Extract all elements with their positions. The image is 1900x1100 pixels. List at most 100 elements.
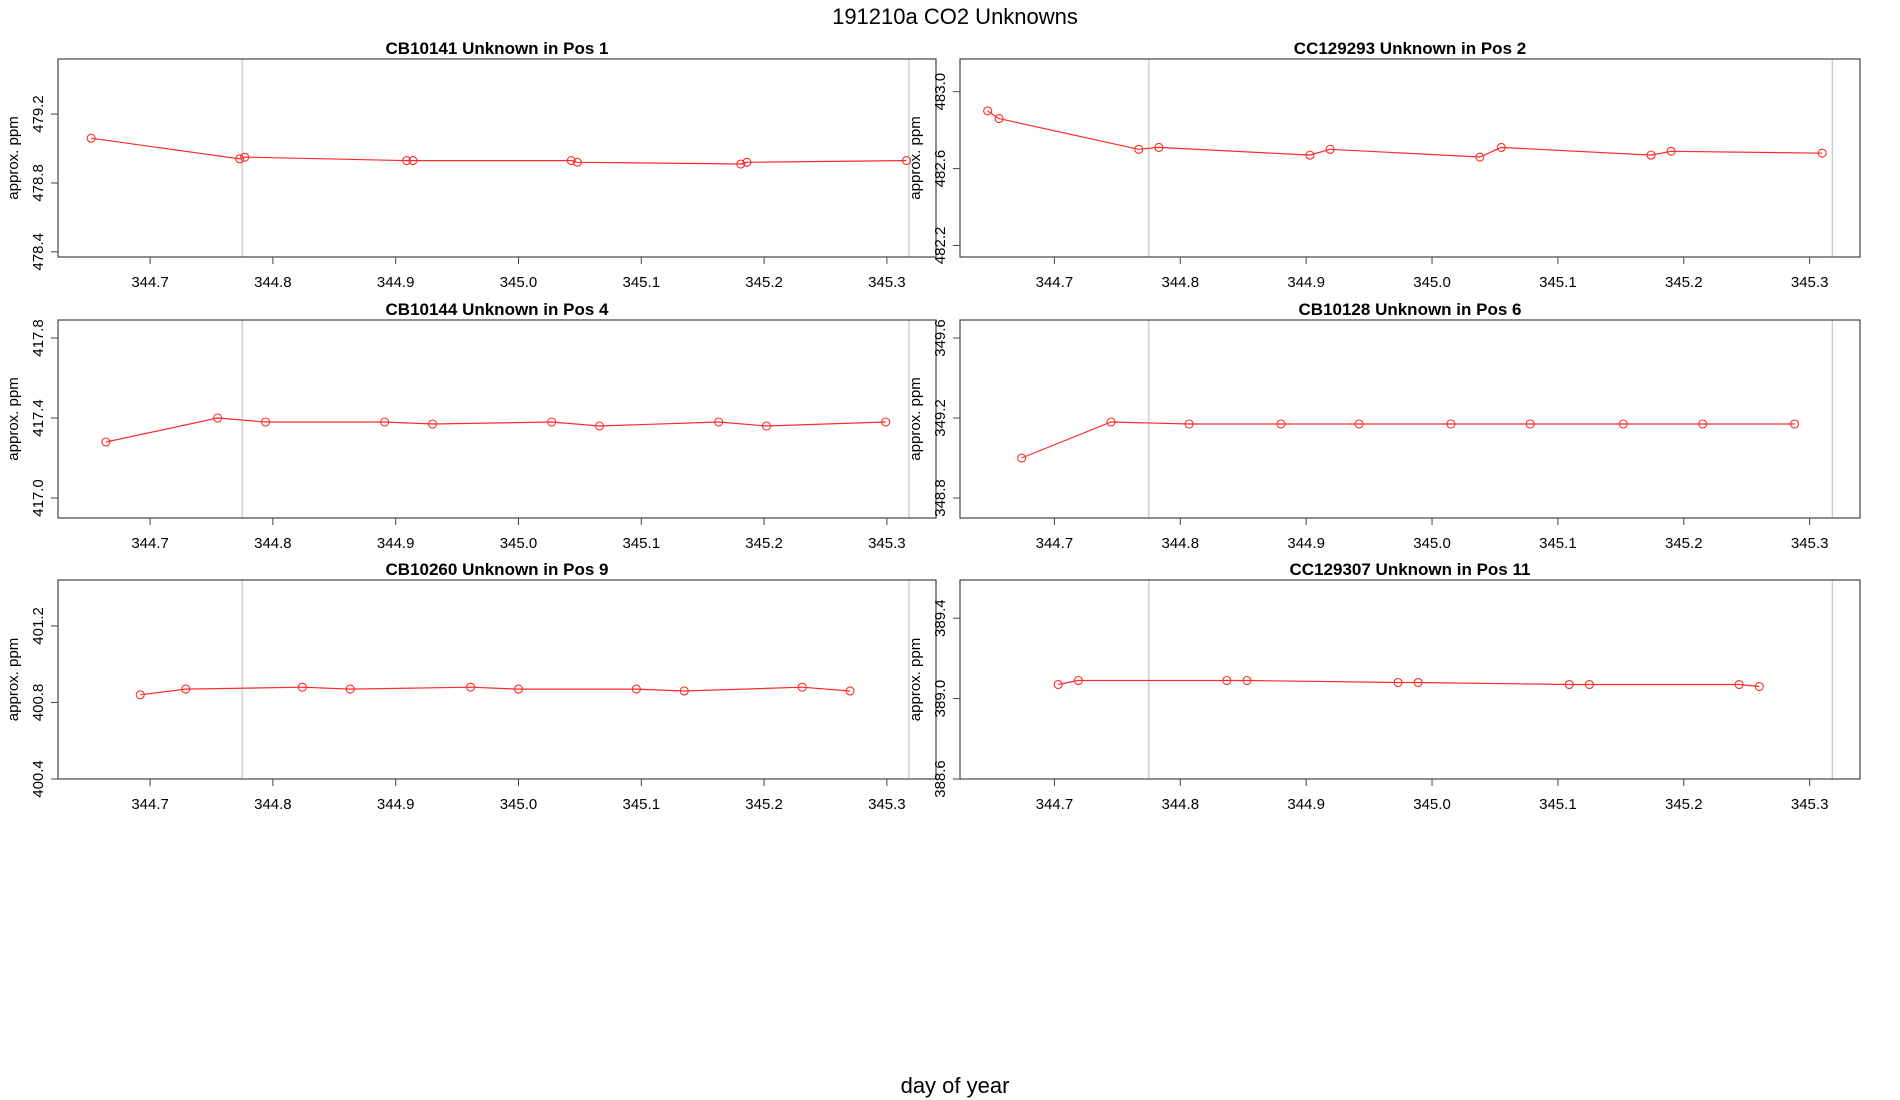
data-point [1134,144,1144,154]
y-tick-label: 478.8 [30,164,47,202]
y-tick-label: 389.4 [932,599,949,637]
data-point [101,437,111,447]
y-axis-label: approx. ppm [907,638,924,721]
x-tick-label: 344.8 [254,535,292,552]
x-tick-label: 344.8 [1162,796,1200,813]
data-point [380,417,390,427]
panel-5: CB10260 Unknown in Pos 9 approx. ppm 344.7… [5,560,937,813]
data-point [402,156,412,166]
data-point [594,421,605,431]
plot-frame [959,58,1861,258]
y-tick-label: 400.4 [30,760,47,798]
x-tick-label: 345.1 [1539,274,1577,291]
panel-4: CB10128 Unknown in Pos 6 approx. ppm 344.7… [907,300,1861,552]
x-tick-label: 344.9 [377,796,415,813]
data-point [213,413,223,423]
data-point [466,682,476,692]
panel-title: CC129307 Unknown in Pos 11 [1290,560,1531,579]
x-tick-label: 344.7 [1036,796,1074,813]
data-point [1154,142,1164,152]
x-tick-label: 345.1 [623,796,661,813]
plot-frame [959,579,1861,780]
data-point [345,684,355,694]
x-tick-label: 344.7 [1036,535,1074,552]
x-tick-label: 344.7 [131,274,169,291]
data-point [1446,419,1456,429]
x-tick-label: 344.9 [1287,796,1325,813]
y-tick-label: 349.6 [932,319,949,357]
panel-title: CB10141 Unknown in Pos 1 [386,39,609,58]
x-axis-label: day of year [901,1073,1010,1098]
data-point [1646,150,1656,160]
panel-title: CB10128 Unknown in Pos 6 [1299,300,1522,319]
data-point [1525,419,1535,429]
panel-3: CB10144 Unknown in Pos 4 approx. ppm 344.7… [5,300,937,552]
data-point [714,417,724,427]
data-point [547,417,557,427]
data-point [1276,419,1286,429]
x-tick-label: 345.0 [500,274,538,291]
data-point [994,114,1004,124]
data-point [572,157,582,167]
x-tick-label: 344.8 [254,796,292,813]
y-tick-label: 417.0 [30,479,47,517]
x-tick-label: 345.2 [745,796,783,813]
series-line [1021,421,1795,459]
data-point [1305,150,1315,160]
data-point [631,684,641,694]
panel-title: CB10260 Unknown in Pos 9 [386,560,609,579]
data-point [1393,677,1403,688]
data-point [679,686,689,696]
x-tick-label: 344.8 [254,274,292,291]
data-point [86,133,96,143]
x-tick-label: 344.9 [1287,535,1325,552]
data-point [983,106,993,116]
data-point [1618,419,1628,429]
data-point [1413,677,1423,688]
x-tick-label: 344.9 [377,274,415,291]
data-point [1106,417,1116,427]
data-point [1073,675,1083,686]
y-axis-label: approx. ppm [907,377,924,460]
series-line [105,417,886,443]
x-tick-label: 344.9 [1287,274,1325,291]
data-point [881,417,891,427]
data-point [742,157,752,167]
panel-2: CC129293 Unknown in Pos 2 approx. ppm 344.… [907,39,1861,291]
data-point [1564,679,1574,690]
panel-title: CC129293 Unknown in Pos 2 [1294,39,1526,58]
series-line [987,110,1823,158]
y-tick-label: 400.8 [30,684,47,722]
data-point [1222,675,1232,686]
y-tick-label: 482.6 [932,150,949,188]
y-tick-label: 478.4 [30,233,47,271]
y-axis-label: approx. ppm [5,116,22,199]
data-point [1496,142,1506,152]
data-point [135,690,145,700]
data-point [240,152,250,162]
x-tick-label: 345.3 [1791,535,1829,552]
data-point [1242,675,1252,686]
data-point [513,684,524,694]
x-tick-label: 345.1 [1539,535,1577,552]
y-tick-label: 388.6 [932,760,949,798]
x-tick-label: 345.0 [1413,274,1451,291]
data-point [1789,419,1800,429]
panel-title: CB10144 Unknown in Pos 4 [386,300,609,319]
series-line [1058,679,1760,688]
x-tick-label: 344.8 [1162,535,1200,552]
data-point [901,156,912,166]
data-point [1184,419,1194,429]
data-point [235,154,245,164]
figure-title: 191210a CO2 Unknowns [832,4,1078,29]
x-tick-label: 345.1 [623,535,661,552]
data-point [1354,419,1364,429]
data-point [1584,679,1594,690]
data-point [1754,681,1764,692]
x-tick-label: 345.3 [1791,796,1829,813]
series-line [91,137,907,165]
data-point [1666,146,1676,156]
data-point [1325,144,1335,154]
panel-1: CB10141 Unknown in Pos 1 approx. ppm 344.7… [5,39,937,291]
